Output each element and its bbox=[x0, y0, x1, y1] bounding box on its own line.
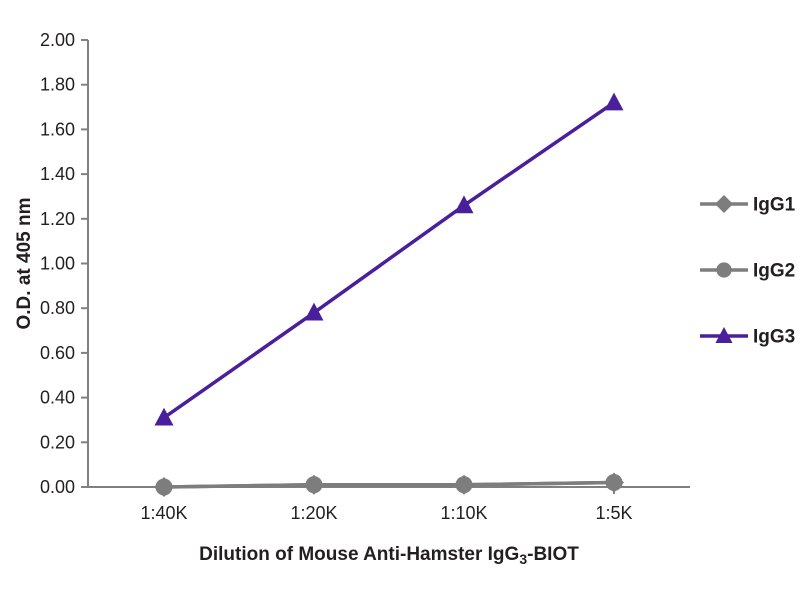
y-tick-label: 0.40 bbox=[40, 388, 75, 408]
legend-item-igg2: IgG2 bbox=[700, 261, 795, 282]
x-axis-title-post: -BIOT bbox=[527, 544, 579, 565]
y-axis-title: O.D. at 405 nm bbox=[14, 198, 35, 330]
legend-label: IgG2 bbox=[753, 261, 795, 282]
y-tick-label: 1.00 bbox=[40, 254, 75, 274]
x-tick-label: 1:40K bbox=[140, 503, 187, 523]
circle-marker bbox=[716, 262, 732, 278]
diamond-marker bbox=[715, 195, 733, 213]
y-tick-label: 1.60 bbox=[40, 119, 75, 139]
triangle-marker bbox=[454, 195, 474, 214]
series-line bbox=[162, 480, 616, 489]
y-tick-label: 0.20 bbox=[40, 432, 75, 452]
y-tick-label: 1.20 bbox=[40, 209, 75, 229]
series-line bbox=[162, 100, 616, 420]
x-axis-title: Dilution of Mouse Anti-Hamster IgG3-BIOT bbox=[199, 544, 579, 567]
y-tick-label: 1.80 bbox=[40, 75, 75, 95]
x-tick-label: 1:20K bbox=[290, 503, 337, 523]
series-igg3 bbox=[154, 92, 624, 426]
x-axis-title-pre: Dilution of Mouse Anti-Hamster IgG bbox=[199, 544, 519, 565]
triangle-marker bbox=[604, 92, 624, 111]
x-tick-label: 1:5K bbox=[595, 503, 632, 523]
triangle-marker bbox=[304, 302, 324, 321]
x-tick-label: 1:10K bbox=[440, 503, 487, 523]
circle-marker bbox=[305, 476, 323, 494]
y-tick-label: 0.00 bbox=[40, 477, 75, 497]
legend-label: IgG3 bbox=[753, 327, 795, 348]
legend-label: IgG1 bbox=[753, 195, 796, 216]
y-tick-label: 0.60 bbox=[40, 343, 75, 363]
circle-marker bbox=[155, 478, 173, 496]
x-axis-title-sub: 3 bbox=[519, 551, 527, 567]
y-tick-label: 2.00 bbox=[40, 30, 75, 50]
legend-item-igg1: IgG1 bbox=[700, 195, 796, 216]
y-tick-label: 0.80 bbox=[40, 298, 75, 318]
triangle-marker bbox=[154, 407, 174, 426]
legend: IgG1 IgG2 IgG3 bbox=[700, 195, 796, 348]
series-igg2 bbox=[155, 474, 623, 496]
circle-marker bbox=[605, 474, 623, 492]
legend-item-igg3: IgG3 bbox=[700, 327, 795, 348]
y-tick-label: 1.40 bbox=[40, 164, 75, 184]
triangle-marker bbox=[715, 327, 733, 344]
circle-marker bbox=[455, 476, 473, 494]
